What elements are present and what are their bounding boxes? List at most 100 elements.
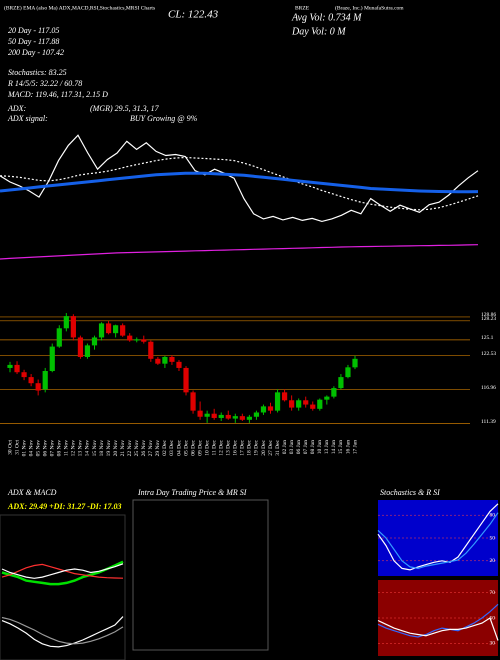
candle-body [141,339,147,342]
line [0,134,479,223]
day-volume: Day Vol: 0 M [291,26,346,37]
x-tick-label: 07 Nov [49,440,55,457]
candle-body [232,416,238,419]
x-tick-label: 18 Dec [247,439,253,455]
line [377,503,499,571]
candle-body [63,316,69,329]
x-tick-label: 27 Nov [148,440,154,457]
candle-body [155,358,161,364]
avg-volume: Avg Vol: 0.734 M [291,12,362,23]
x-tick-label: 07 Jan [303,440,309,454]
legend-entry: 20 Day - 117.05 [8,26,59,35]
candle-body [324,396,330,400]
x-tick-label: 14 Jan [331,440,337,454]
x-tick-label: 04 Nov [28,440,34,457]
candle-body [303,400,309,405]
candle-body [120,325,126,336]
x-tick-label: 21 Nov [120,440,126,457]
candle-body [162,356,168,364]
y-tick-label: 111.39 [481,419,496,425]
x-tick-label: 13 Nov [78,440,84,457]
x-tick-label: 25 Nov [134,440,140,457]
symbol: BRZE [295,5,310,11]
adx-panel [0,514,126,660]
x-tick-label: 20 Dec [261,439,267,455]
candle-body [49,346,55,371]
stochastics-info: Stochastics: 83.25 [8,68,67,77]
candle-body [98,323,105,338]
candle-body [281,392,288,401]
line [1,616,124,648]
x-tick-label: 22 Nov [127,440,133,457]
candle-body [91,337,98,346]
legend-entry: 50 Day - 117.88 [8,37,59,46]
x-tick-label: 16 Dec [233,439,239,455]
adx-summary: ADX: 29.49 +DI: 31.27 -DI: 17.03 [7,502,121,511]
y-tick-label: 70 [490,590,496,596]
y-tick-label: 20 [490,558,496,564]
x-tick-label: 14 Nov [85,440,91,457]
x-tick-label: 13 Jan [324,440,330,454]
x-tick-label: 26 Nov [141,440,147,457]
x-tick-label: 09 Dec [197,439,203,455]
candle-body [296,400,302,408]
y-tick-label: 50 [490,615,496,621]
candle-body [218,414,224,418]
x-tick-label: 02 Dec [162,439,168,455]
x-tick-label: 10 Jan [317,440,323,454]
page-title: (BRZE) EMA (also Ma) ADX,MACD,RSI,Stocha… [4,4,155,11]
adx-signal-label: ADX signal: [7,114,48,123]
adx-signal: BUY Growing @ 9% [130,114,198,123]
adx-info: ADX: [7,104,27,113]
x-tick-label: 15 Jan [338,440,344,454]
x-tick-label: 16 Jan [345,440,351,454]
legend-entry: 200 Day - 107.42 [8,48,64,57]
y-tick-label: 122.53 [481,351,496,357]
candle-body [260,406,267,413]
y-tick-label: 80 [490,512,496,518]
x-tick-label: 06 Nov [42,440,48,457]
candle-body [84,345,91,357]
candle-body [274,392,281,411]
x-tick-label: 12 Nov [71,440,77,457]
line [0,244,479,260]
x-tick-label: 20 Nov [113,440,119,457]
y-tick-label: 128.86 [481,312,496,318]
candle-body [317,399,323,409]
candle-body [183,367,189,393]
panel-title: Stochastics & R SI [380,488,440,497]
x-tick-label: 31 Dec [275,439,281,455]
x-tick-label: 06 Jan [296,440,302,454]
y-tick-label: 125.1 [481,335,494,341]
panel-title: ADX & MACD [7,488,57,497]
line [1,563,124,579]
candle-body [56,328,62,347]
candle-body [211,413,217,418]
candle-body [7,364,13,368]
x-tick-label: 13 Dec [226,439,232,455]
line [1,563,124,579]
candle-body [338,377,344,389]
line [1,616,124,645]
candle-body [14,364,20,373]
candle-body [127,335,133,341]
x-tick-label: 31 Oct [14,440,20,455]
y-tick-label: 116.96 [481,385,496,391]
candle-body [246,416,252,420]
candle-body [113,325,119,334]
x-tick-label: 06 Dec [190,439,196,455]
x-tick-label: 05 Nov [35,440,41,457]
x-tick-label: 11 Dec [211,439,217,455]
line [0,171,479,194]
candle-body [253,412,260,417]
candle-body [352,358,358,368]
candle-body [310,404,316,409]
candle-body [28,377,34,384]
line [0,156,479,211]
x-tick-label: 05 Dec [183,439,189,455]
y-tick-label: 50 [490,535,496,541]
x-tick-label: 03 Jan [289,440,295,454]
candle-body [225,414,231,419]
candle-body [169,356,175,362]
x-tick-label: 08 Jan [310,440,316,454]
